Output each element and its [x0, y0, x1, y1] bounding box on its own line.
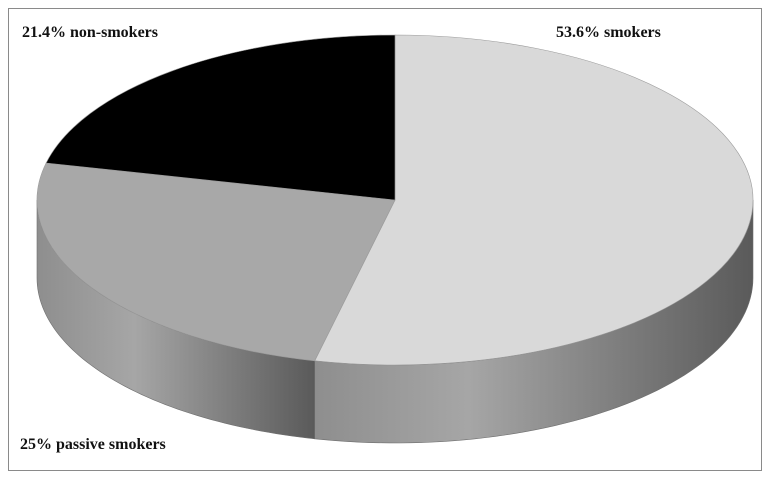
slice-label-non-smokers: 21.4% non-smokers — [22, 24, 158, 41]
pie-slice-non-smokers — [45, 34, 396, 201]
pie-slice-smokers — [314, 34, 754, 366]
slice-label-smokers: 53.6% smokers — [556, 24, 661, 41]
pie-tops — [36, 34, 754, 366]
slice-label-passive-smokers: 25% passive smokers — [20, 436, 166, 453]
pie-slice-passive-smokers — [36, 162, 396, 362]
pie-labels: 21.4% non-smokers 53.6% smokers 25% pass… — [20, 24, 661, 453]
